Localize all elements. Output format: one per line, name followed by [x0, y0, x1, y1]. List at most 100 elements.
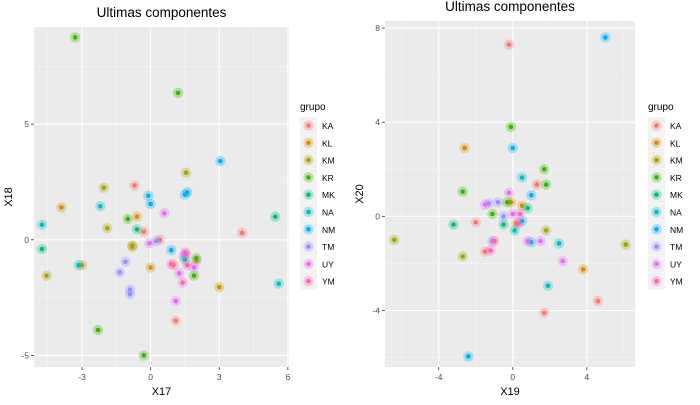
legend-label-ka: KA — [670, 121, 682, 131]
y-tick-label: 8 — [375, 23, 380, 33]
x-tick-label: 3 — [217, 372, 222, 382]
legend-label-kl: KL — [670, 138, 681, 148]
legend-key-dot — [306, 227, 311, 232]
legend-title: grupo — [300, 102, 326, 113]
legend-label-km: KM — [322, 156, 335, 166]
legend-key-dot — [306, 278, 311, 284]
legend-key-dot — [654, 140, 659, 146]
legend-label-uy: UY — [670, 259, 682, 269]
legend-key-dot — [654, 244, 659, 249]
legend: grupo KA KL KM KR MK NA NM TM UY YM — [300, 102, 335, 290]
legend-label-tm: TM — [670, 242, 682, 252]
point-uy — [147, 240, 152, 246]
legend-label-nm: NM — [322, 225, 335, 235]
point-km — [623, 242, 629, 247]
x-tick-label: 0 — [148, 372, 153, 382]
x-tick-label: 0 — [510, 372, 515, 382]
legend-label-mk: MK — [322, 190, 335, 200]
point-kr — [460, 189, 466, 194]
point-ka — [541, 310, 547, 316]
x-tick-label: 6 — [285, 372, 290, 382]
point-uy — [162, 210, 167, 216]
legend-key-dot — [306, 140, 311, 146]
point-ka — [534, 182, 540, 187]
legend-key-dot — [306, 157, 311, 163]
legend-label-tm: TM — [322, 242, 334, 252]
legend-key-dot — [306, 175, 311, 180]
y-tick-label: -5 — [21, 350, 29, 360]
x-tick-label: -3 — [78, 372, 86, 382]
chart-1: Ultimas componentes -3 0 3 6 -5 0 5 X17 X18 grupo K… — [3, 5, 335, 398]
point-na — [39, 222, 45, 228]
legend-key-dot — [654, 261, 659, 267]
point-uy — [173, 298, 179, 304]
point-nm — [148, 201, 153, 207]
point-kr — [175, 90, 181, 96]
y-axis-label: X18 — [3, 187, 15, 207]
point-uy — [191, 265, 197, 270]
point-kl — [216, 284, 222, 290]
point-uy — [176, 271, 182, 276]
legend-key-dot — [654, 209, 659, 215]
y-tick-label: 0 — [375, 211, 380, 221]
point-ka — [473, 219, 479, 225]
point-tm — [501, 214, 506, 219]
point-ym — [183, 251, 189, 256]
point-ym — [517, 211, 523, 217]
point-kl — [508, 199, 514, 205]
point-km — [460, 254, 466, 259]
legend: grupo KA KL KM KR MK NA NM TM UY YM — [648, 102, 683, 290]
legend-key-dot — [654, 278, 659, 284]
legend-label-ym: YM — [322, 277, 335, 287]
point-nm — [466, 354, 471, 359]
point-uy — [560, 258, 566, 264]
point-tm — [495, 199, 501, 205]
point-uy — [510, 211, 516, 217]
chart-title: Ultimas componentes — [97, 5, 227, 20]
point-kr — [504, 199, 510, 205]
legend-label-mk: MK — [670, 190, 683, 200]
legend-label-nm: NM — [670, 225, 683, 235]
point-na — [512, 228, 517, 233]
point-kl — [79, 262, 85, 268]
point-nm — [146, 193, 151, 199]
point-kr — [72, 35, 78, 40]
legend-label-kr: KR — [670, 173, 682, 183]
chart-title: Ultimas componentes — [445, 0, 575, 14]
point-ka — [595, 298, 601, 304]
legend-label-kr: KR — [322, 173, 334, 183]
point-kr — [541, 166, 547, 172]
legend-key-dot — [306, 244, 311, 249]
point-ka — [482, 249, 488, 254]
point-na — [98, 203, 103, 209]
legend-key-dot — [654, 175, 659, 180]
x-tick-label: -4 — [435, 372, 443, 382]
point-ym — [491, 238, 497, 244]
point-km — [391, 237, 397, 243]
legend-label-ka: KA — [322, 121, 334, 131]
point-kr — [543, 182, 549, 187]
point-kl — [580, 267, 586, 272]
point-nm — [168, 247, 174, 253]
legend-label-na: NA — [322, 208, 334, 218]
legend-label-uy: UY — [322, 259, 334, 269]
point-ym — [516, 221, 521, 226]
point-km — [183, 170, 189, 176]
point-km — [101, 185, 107, 191]
legend-key-dot — [654, 157, 659, 163]
point-tm — [123, 259, 128, 265]
point-ym — [184, 262, 190, 268]
point-nm — [603, 35, 608, 40]
point-kr — [191, 273, 197, 278]
legend-key-dot — [654, 227, 659, 232]
legend-key-dot — [306, 261, 311, 267]
legend-key-dot — [654, 123, 659, 128]
x-axis-label: X17 — [152, 386, 172, 398]
y-tick-label: 4 — [375, 117, 380, 127]
x-tick-label: 4 — [584, 372, 589, 382]
y-tick-label: -4 — [372, 306, 380, 316]
point-nm — [528, 192, 534, 198]
point-kr — [194, 255, 199, 261]
point-ka — [506, 42, 512, 47]
